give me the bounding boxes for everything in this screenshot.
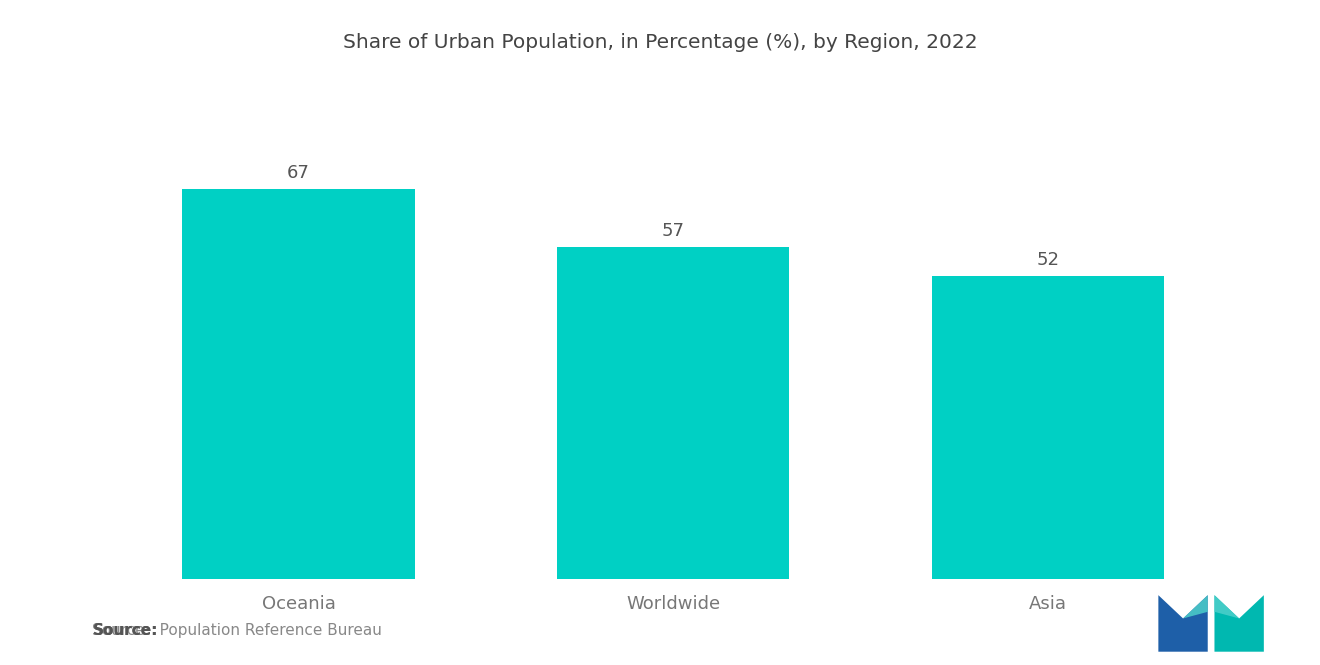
Polygon shape bbox=[1159, 595, 1208, 652]
Text: Source:: Source: bbox=[92, 623, 158, 638]
Text: Source:: Source: bbox=[92, 623, 158, 638]
Polygon shape bbox=[1214, 595, 1263, 652]
Text: 52: 52 bbox=[1036, 251, 1060, 269]
Text: 57: 57 bbox=[661, 222, 685, 240]
Polygon shape bbox=[1183, 595, 1208, 618]
Bar bbox=[182, 189, 414, 579]
Text: Source:  Population Reference Bureau: Source: Population Reference Bureau bbox=[92, 623, 383, 638]
Bar bbox=[932, 276, 1164, 579]
Bar bbox=[557, 247, 789, 579]
Text: Share of Urban Population, in Percentage (%), by Region, 2022: Share of Urban Population, in Percentage… bbox=[343, 33, 977, 53]
Polygon shape bbox=[1214, 595, 1239, 618]
Text: 67: 67 bbox=[286, 164, 310, 182]
